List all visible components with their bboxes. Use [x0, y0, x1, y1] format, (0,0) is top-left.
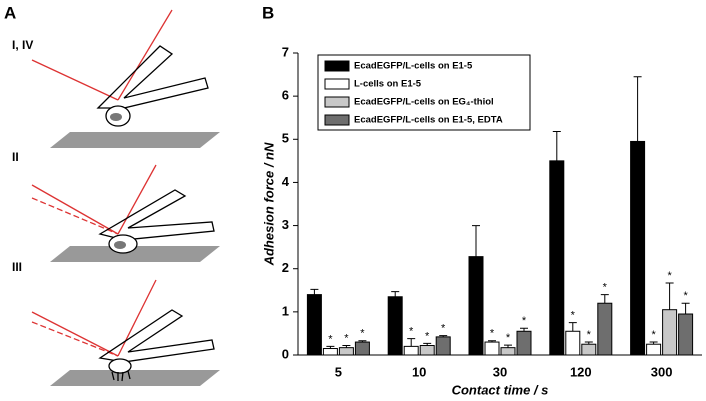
error-bar: [488, 340, 496, 343]
error-bar: [681, 302, 690, 315]
bar: [646, 343, 662, 356]
significance-marker: *: [328, 333, 333, 345]
diagram-1: [31, 9, 220, 148]
bar: [549, 160, 565, 356]
significance-marker: *: [506, 332, 511, 344]
x-tick-label: 300: [651, 364, 673, 379]
x-axis-label: Contact time / s: [452, 382, 549, 397]
error-bar: [552, 131, 561, 161]
bar: [516, 330, 532, 356]
error-bar: [584, 341, 593, 345]
error-bar: [568, 322, 577, 332]
bar: [354, 341, 370, 356]
x-tick-label: 10: [412, 364, 426, 379]
significance-marker: *: [360, 328, 365, 340]
bar: [597, 302, 613, 356]
panel-label: B: [262, 3, 274, 22]
y-tick-label: 7: [282, 44, 289, 59]
y-tick-label: 6: [282, 88, 289, 103]
legend-swatch: [324, 114, 350, 126]
x-tick-label: 5: [335, 364, 342, 379]
legend-box: [317, 54, 531, 131]
legend-label: EcadEGFP/L-cells on E1-5, EDTA: [354, 115, 503, 126]
significance-marker: *: [667, 270, 672, 282]
bar: [468, 256, 484, 356]
legend-label: EcadEGFP/L-cells on E1-5: [354, 61, 473, 72]
significance-marker: *: [651, 329, 656, 341]
bar: [581, 343, 597, 356]
bar: [322, 348, 338, 356]
significance-marker: *: [603, 282, 608, 294]
bar: [387, 296, 403, 356]
significance-marker: *: [344, 332, 349, 344]
y-axis-label: Adhesion force / nN: [261, 142, 276, 266]
x-tick-label: 120: [570, 364, 592, 379]
significance-marker: *: [683, 290, 688, 302]
bar: [630, 140, 646, 356]
significance-marker: *: [587, 329, 592, 341]
diagram-label: II: [12, 150, 19, 164]
bar: [484, 341, 500, 356]
error-bar: [600, 294, 609, 304]
error-bar: [342, 345, 351, 348]
error-bar: [504, 344, 512, 348]
significance-marker: *: [522, 315, 527, 327]
y-tick-label: 2: [282, 260, 289, 275]
error-bar: [326, 345, 335, 349]
significance-marker: *: [409, 326, 414, 338]
legend-swatch: [324, 60, 350, 72]
bar: [678, 313, 694, 356]
error-bar: [472, 225, 480, 257]
bar: [419, 345, 435, 356]
error-bar: [520, 327, 528, 332]
legend-swatch: [324, 78, 350, 90]
error-bar: [310, 288, 319, 295]
error-bar: [407, 338, 416, 347]
diagram-3: [31, 279, 220, 386]
legend-swatch: [324, 96, 350, 108]
error-bar: [391, 291, 400, 297]
error-bar: [358, 340, 367, 343]
diagram-label: III: [12, 260, 22, 274]
bar: [306, 294, 322, 356]
bar: [435, 336, 451, 356]
error-bar: [423, 342, 432, 346]
legend-label: EcadEGFP/L-cells on EG₄-thiol: [354, 97, 494, 108]
error-bar: [665, 282, 674, 310]
y-tick-label: 5: [282, 131, 289, 146]
bar: [338, 347, 354, 356]
y-tick-label: 0: [282, 346, 289, 361]
y-tick-label: 1: [282, 303, 289, 318]
significance-marker: *: [425, 330, 430, 342]
x-tick-label: 30: [493, 364, 507, 379]
bar: [500, 347, 516, 356]
y-tick-label: 3: [282, 217, 289, 232]
significance-marker: *: [490, 328, 495, 340]
bar: [403, 345, 419, 356]
error-bar: [439, 335, 448, 337]
panel-label: A: [4, 3, 16, 22]
error-bar: [649, 341, 658, 345]
diagram-2: [31, 164, 220, 262]
significance-marker: *: [441, 322, 446, 334]
bar: [565, 330, 581, 356]
y-tick-label: 4: [282, 174, 290, 189]
significance-marker: *: [571, 310, 576, 322]
error-bar: [633, 76, 642, 142]
bar: [662, 309, 678, 356]
diagram-label: I, IV: [12, 38, 33, 52]
legend-label: L-cells on E1-5: [354, 79, 422, 90]
